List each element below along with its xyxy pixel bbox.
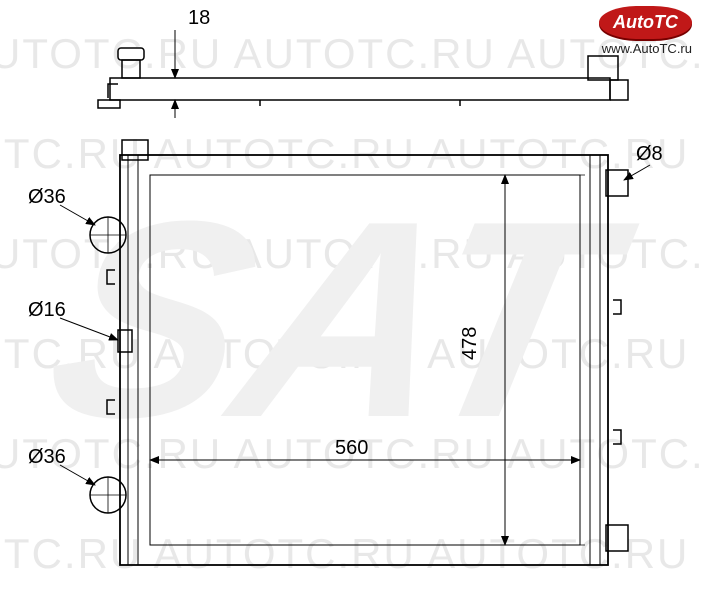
dim-d8: Ø8	[636, 143, 663, 165]
site-logo: AutoTC www.AutoTC.ru	[599, 6, 692, 56]
top-view	[98, 30, 628, 118]
dim-18: 18	[188, 7, 210, 29]
technical-drawing: 18 Ø8 Ø36 Ø16 Ø36 560 478	[0, 0, 702, 600]
dim-d36-top: Ø36	[28, 186, 66, 208]
dim-560: 560	[335, 437, 368, 459]
dim-d16: Ø16	[28, 299, 66, 321]
logo-badge-text: AutoTC	[613, 12, 678, 32]
dimension-labels: 18 Ø8 Ø36 Ø16 Ø36 560 478	[28, 7, 663, 468]
dim-478: 478	[459, 327, 481, 360]
front-view	[60, 140, 650, 565]
dim-d36-bot: Ø36	[28, 446, 66, 468]
logo-url: www.AutoTC.ru	[599, 41, 692, 56]
